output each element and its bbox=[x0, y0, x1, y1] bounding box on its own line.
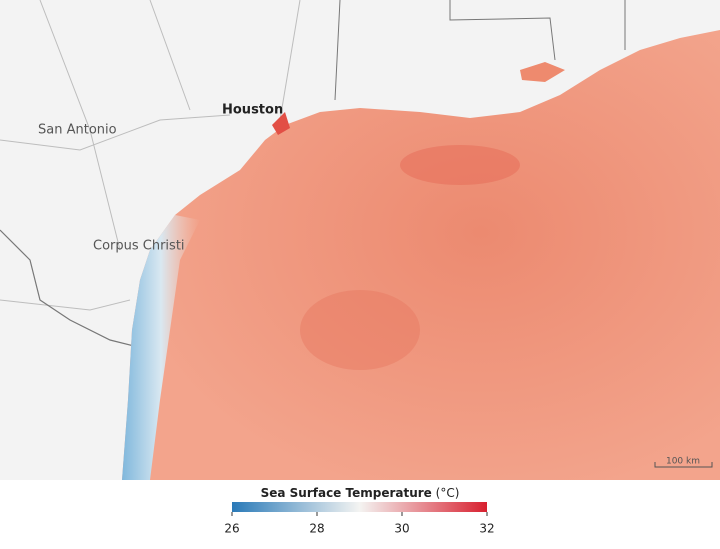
colorbar-unit: (°C) bbox=[436, 486, 460, 500]
border bbox=[0, 229, 151, 351]
warm-patch bbox=[400, 145, 520, 185]
colorbar-ticks: 26 28 30 32 bbox=[224, 512, 495, 536]
tick-label: 28 bbox=[309, 522, 324, 536]
colorbar-title: Sea Surface Temperature (°C) bbox=[261, 486, 460, 500]
cool-coastal-water bbox=[122, 215, 200, 480]
tick-label: 32 bbox=[479, 522, 494, 536]
city-label: San Antonio bbox=[38, 123, 117, 138]
tick-label: 30 bbox=[394, 522, 409, 536]
scale-line bbox=[654, 462, 713, 468]
tick-label: 26 bbox=[224, 522, 239, 536]
lake bbox=[520, 62, 565, 82]
bay bbox=[272, 112, 290, 135]
city-label: Corpus Christi bbox=[93, 239, 185, 254]
scale-bar: 100 km bbox=[654, 457, 713, 468]
map-area: Houston San Antonio Corpus Christi 100 k… bbox=[0, 0, 720, 480]
warm-patch bbox=[300, 290, 420, 370]
ocean bbox=[122, 30, 720, 480]
colorbar-title-text: Sea Surface Temperature bbox=[261, 486, 432, 500]
roads bbox=[0, 0, 301, 311]
border bbox=[334, 0, 626, 101]
colorbar bbox=[232, 502, 487, 512]
scale-label: 100 km bbox=[666, 457, 700, 467]
city-label: Houston bbox=[222, 103, 283, 118]
city-labels: Houston San Antonio Corpus Christi bbox=[38, 103, 283, 254]
